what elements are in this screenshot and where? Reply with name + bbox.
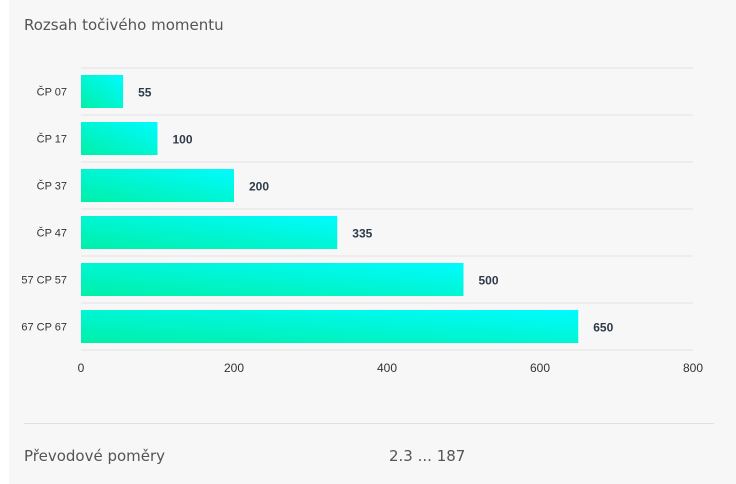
- x-tick-label: 0: [78, 361, 85, 375]
- chart-title: Rozsah točivého momentu: [24, 16, 224, 34]
- bar: [81, 75, 124, 108]
- category-label: ČP 37: [37, 180, 67, 193]
- category-label: ČP 07: [37, 86, 67, 99]
- data-label: 500: [479, 274, 499, 288]
- bar: [81, 169, 234, 202]
- data-label: 200: [249, 180, 269, 194]
- x-tick-label: 400: [377, 361, 397, 375]
- bar: [81, 216, 338, 249]
- bar: [81, 122, 158, 155]
- data-label: 335: [352, 227, 372, 241]
- gear-ratio-value: 2.3 ... 187: [389, 447, 466, 465]
- x-tick-label: 600: [530, 361, 550, 375]
- section-divider: [24, 423, 714, 424]
- category-label: ČP 17: [37, 133, 67, 146]
- bar: [81, 310, 579, 343]
- category-label: 57 CP 57: [21, 275, 67, 287]
- x-tick-label: 800: [683, 361, 703, 375]
- category-label: ČP 47: [37, 227, 67, 240]
- x-tick-label: 200: [224, 361, 244, 375]
- category-label: 67 CP 67: [21, 322, 67, 334]
- gear-ratio-label: Převodové poměry: [24, 447, 166, 465]
- data-label: 55: [138, 86, 152, 100]
- data-label: 650: [593, 321, 613, 335]
- torque-range-chart: ČP 07 55 ČP 17 100 ČP 37 200 ČP 47 335 57 CP 57 5…: [21, 67, 703, 375]
- bar: [81, 263, 464, 296]
- data-label: 100: [173, 133, 193, 147]
